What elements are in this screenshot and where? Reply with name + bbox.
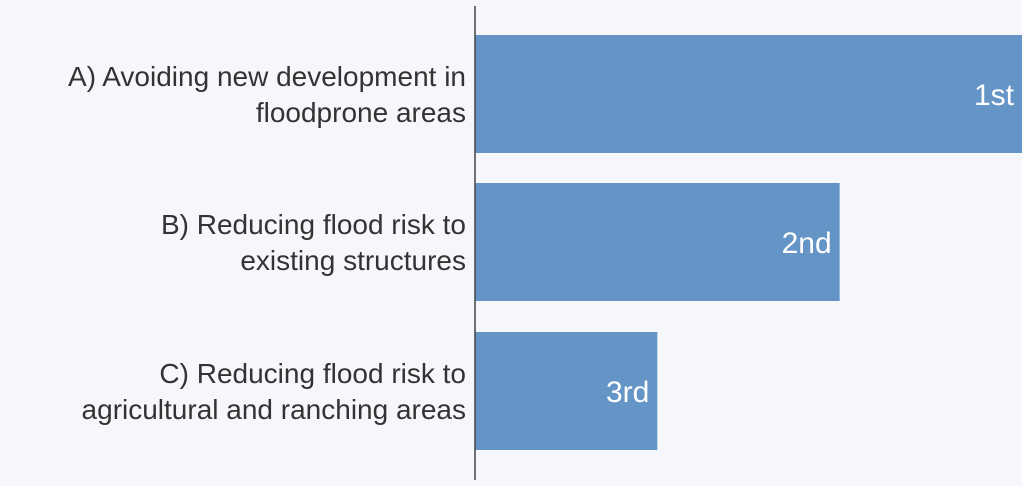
bar-3: [475, 332, 658, 450]
category-label-3-line-2: agricultural and ranching areas: [82, 394, 466, 425]
bar-value-label: 3rd: [606, 376, 649, 409]
bar-value-label: 1st: [974, 79, 1015, 112]
category-label-2-line-2: existing structures: [240, 245, 466, 276]
category-label-3-line-1: C) Reducing flood risk to: [159, 358, 466, 389]
category-label-1-line-2: floodprone areas: [256, 97, 466, 128]
category-label-1-line-1: A) Avoiding new development in: [68, 61, 466, 92]
category-label-2-line-1: B) Reducing flood risk to: [161, 209, 466, 240]
bar-value-label: 2nd: [782, 227, 832, 260]
bar-1: [475, 35, 1022, 153]
bar-2: [475, 183, 840, 301]
